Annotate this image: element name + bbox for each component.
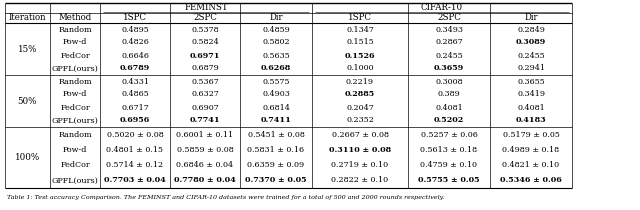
Text: 0.1000: 0.1000 [346,64,374,72]
Text: 0.4801 ± 0.15: 0.4801 ± 0.15 [106,146,163,154]
Text: 0.6359 ± 0.09: 0.6359 ± 0.09 [248,161,305,169]
Text: 0.3008: 0.3008 [435,77,463,85]
Text: 0.2667 ± 0.08: 0.2667 ± 0.08 [332,131,388,139]
Text: Table 1: Test accuracy Comparison. The FEMINST and CIFAR-10 datasets were traine: Table 1: Test accuracy Comparison. The F… [7,194,444,200]
Text: 0.3493: 0.3493 [435,25,463,34]
Text: CIFAR-10: CIFAR-10 [421,4,463,13]
Text: 0.4331: 0.4331 [121,77,149,85]
Text: 0.7370 ± 0.05: 0.7370 ± 0.05 [245,176,307,184]
Text: 0.4183: 0.4183 [516,117,547,125]
Text: 0.1347: 0.1347 [346,25,374,34]
Text: 0.6879: 0.6879 [191,64,219,72]
Text: 2SPC: 2SPC [193,13,217,22]
Text: 0.2352: 0.2352 [346,117,374,125]
Text: 0.6971: 0.6971 [189,51,220,59]
Text: 50%: 50% [18,97,37,105]
Text: 2SPC: 2SPC [437,13,461,22]
Text: 0.5575: 0.5575 [262,77,290,85]
Text: 0.5831 ± 0.16: 0.5831 ± 0.16 [248,146,305,154]
Text: 0.3110 ± 0.08: 0.3110 ± 0.08 [329,146,391,154]
Text: 0.2849: 0.2849 [517,25,545,34]
Text: FedCor: FedCor [60,104,90,112]
Text: 0.5824: 0.5824 [191,38,219,46]
Text: 0.5859 ± 0.08: 0.5859 ± 0.08 [177,146,234,154]
Text: 0.2455: 0.2455 [435,51,463,59]
Text: 0.5451 ± 0.08: 0.5451 ± 0.08 [248,131,305,139]
Text: 0.5257 ± 0.06: 0.5257 ± 0.06 [420,131,477,139]
Text: Dir: Dir [269,13,283,22]
Text: GPFL(ours): GPFL(ours) [52,176,99,184]
Text: FEMINST: FEMINST [184,4,228,13]
Text: 0.4081: 0.4081 [435,104,463,112]
Text: 0.5020 ± 0.08: 0.5020 ± 0.08 [107,131,163,139]
Text: 0.6646: 0.6646 [121,51,149,59]
Text: Pow-d: Pow-d [63,146,87,154]
Text: 0.6789: 0.6789 [120,64,150,72]
Text: 1SPC: 1SPC [123,13,147,22]
Text: 0.4859: 0.4859 [262,25,290,34]
Text: 0.2822 ± 0.10: 0.2822 ± 0.10 [332,176,388,184]
Text: 100%: 100% [15,153,40,162]
Text: 0.1515: 0.1515 [346,38,374,46]
Text: 0.5367: 0.5367 [191,77,219,85]
Text: 0.4821 ± 0.10: 0.4821 ± 0.10 [502,161,559,169]
Text: 0.6814: 0.6814 [262,104,290,112]
Text: 0.2885: 0.2885 [345,91,375,98]
Text: 0.5755 ± 0.05: 0.5755 ± 0.05 [418,176,480,184]
Text: Iteration: Iteration [9,13,46,22]
Text: 0.4903: 0.4903 [262,91,290,98]
Text: 0.2867: 0.2867 [435,38,463,46]
Text: 0.3655: 0.3655 [517,77,545,85]
Text: 0.3659: 0.3659 [434,64,464,72]
Text: 0.7741: 0.7741 [189,117,220,125]
Text: Random: Random [58,25,92,34]
Text: 0.5714 ± 0.12: 0.5714 ± 0.12 [106,161,164,169]
Text: 0.389: 0.389 [438,91,460,98]
Text: 0.4989 ± 0.18: 0.4989 ± 0.18 [502,146,559,154]
Text: 0.5802: 0.5802 [262,38,290,46]
Text: 0.6268: 0.6268 [261,64,291,72]
Text: GPFL(ours): GPFL(ours) [52,117,99,125]
Text: Dir: Dir [524,13,538,22]
Text: 0.2219: 0.2219 [346,77,374,85]
Text: 0.4759 ± 0.10: 0.4759 ± 0.10 [420,161,477,169]
Text: 0.3089: 0.3089 [516,38,546,46]
Text: 0.5202: 0.5202 [434,117,464,125]
Text: 0.1526: 0.1526 [345,51,375,59]
Text: 15%: 15% [18,45,37,54]
Text: 0.3419: 0.3419 [517,91,545,98]
Text: Method: Method [58,13,92,22]
Text: FedCor: FedCor [60,51,90,59]
Text: FedCor: FedCor [60,161,90,169]
Text: 0.7411: 0.7411 [260,117,291,125]
Text: 0.7703 ± 0.04: 0.7703 ± 0.04 [104,176,166,184]
Text: 0.4895: 0.4895 [121,25,149,34]
Text: 0.7780 ± 0.04: 0.7780 ± 0.04 [174,176,236,184]
Text: 0.5346 ± 0.06: 0.5346 ± 0.06 [500,176,562,184]
Text: 0.2941: 0.2941 [517,64,545,72]
Text: 0.2047: 0.2047 [346,104,374,112]
Text: 0.5613 ± 0.18: 0.5613 ± 0.18 [420,146,477,154]
Text: 0.6001 ± 0.11: 0.6001 ± 0.11 [177,131,234,139]
Text: Pow-d: Pow-d [63,38,87,46]
Text: Random: Random [58,131,92,139]
Text: 0.4826: 0.4826 [121,38,149,46]
Text: 1SPC: 1SPC [348,13,372,22]
Text: 0.2455: 0.2455 [517,51,545,59]
Text: 0.4081: 0.4081 [517,104,545,112]
Text: 0.5179 ± 0.05: 0.5179 ± 0.05 [502,131,559,139]
Text: 0.5635: 0.5635 [262,51,290,59]
Text: 0.6717: 0.6717 [121,104,149,112]
Text: 0.6846 ± 0.04: 0.6846 ± 0.04 [177,161,234,169]
Text: 0.4865: 0.4865 [121,91,149,98]
Text: 0.2719 ± 0.10: 0.2719 ± 0.10 [332,161,388,169]
Text: 0.5378: 0.5378 [191,25,219,34]
Text: Random: Random [58,77,92,85]
Text: 0.6956: 0.6956 [120,117,150,125]
Text: GPFL(ours): GPFL(ours) [52,64,99,72]
Text: 0.6327: 0.6327 [191,91,219,98]
Text: Pow-d: Pow-d [63,91,87,98]
Text: 0.6907: 0.6907 [191,104,219,112]
